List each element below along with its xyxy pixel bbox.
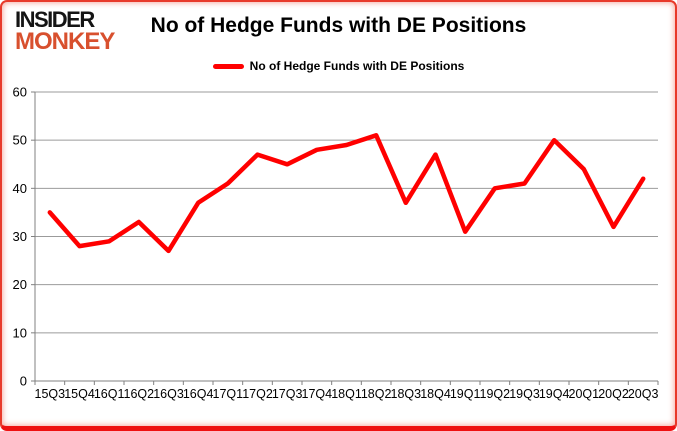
x-axis-tick-label: 18Q2 bbox=[361, 387, 392, 401]
x-axis-tick-label: 19Q2 bbox=[480, 387, 511, 401]
x-axis-tick-label: 18Q1 bbox=[331, 387, 362, 401]
series-line bbox=[47, 133, 646, 254]
y-axis-tick-label: 20 bbox=[13, 277, 27, 292]
x-axis-tick-label: 17Q3 bbox=[272, 387, 303, 401]
x-axis-tick-label: 17Q4 bbox=[302, 387, 333, 401]
y-axis-tick-label: 40 bbox=[13, 181, 27, 196]
x-axis-tick-label: 16Q2 bbox=[124, 387, 155, 401]
x-axis-tick-label: 16Q4 bbox=[183, 387, 214, 401]
logo-insider-text: INSIDER bbox=[15, 7, 95, 32]
chart-title: No of Hedge Funds with DE Positions bbox=[150, 14, 527, 37]
legend-label: No of Hedge Funds with DE Positions bbox=[249, 59, 465, 73]
x-axis-tick-label: 15Q3 bbox=[35, 387, 66, 401]
logo-monkey-text: MONKEY bbox=[15, 27, 115, 55]
x-axis-tick-label: 19Q1 bbox=[450, 387, 481, 401]
y-axis-tick-label: 30 bbox=[13, 229, 27, 244]
x-axis-tick-label: 16Q3 bbox=[153, 387, 184, 401]
chart-legend: No of Hedge Funds with DE Positions bbox=[2, 59, 675, 73]
y-axis-tick-label: 0 bbox=[20, 374, 27, 389]
x-axis-tick-label: 18Q4 bbox=[420, 387, 451, 401]
x-axis-tick-label: 16Q1 bbox=[94, 387, 125, 401]
x-axis-tick-label: 15Q4 bbox=[64, 387, 95, 401]
legend-line-swatch bbox=[212, 63, 244, 69]
x-axis-tick-label: 19Q3 bbox=[509, 387, 540, 401]
x-axis-tick-label: 19Q4 bbox=[539, 387, 570, 401]
x-axis-tick-label: 20Q1 bbox=[569, 387, 600, 401]
y-axis-tick-label: 50 bbox=[13, 133, 27, 148]
x-axis-tick-label: 18Q3 bbox=[391, 387, 422, 401]
y-axis-tick-label: 60 bbox=[13, 85, 27, 100]
insider-monkey-logo: INSIDER MONKEY bbox=[15, 7, 115, 55]
x-axis-tick-label: 20Q3 bbox=[628, 387, 659, 401]
y-axis-tick-label: 10 bbox=[13, 325, 27, 340]
x-axis-tick-label: 20Q2 bbox=[598, 387, 629, 401]
x-axis-tick-label: 17Q1 bbox=[213, 387, 244, 401]
x-axis-tick-label: 17Q2 bbox=[242, 387, 273, 401]
